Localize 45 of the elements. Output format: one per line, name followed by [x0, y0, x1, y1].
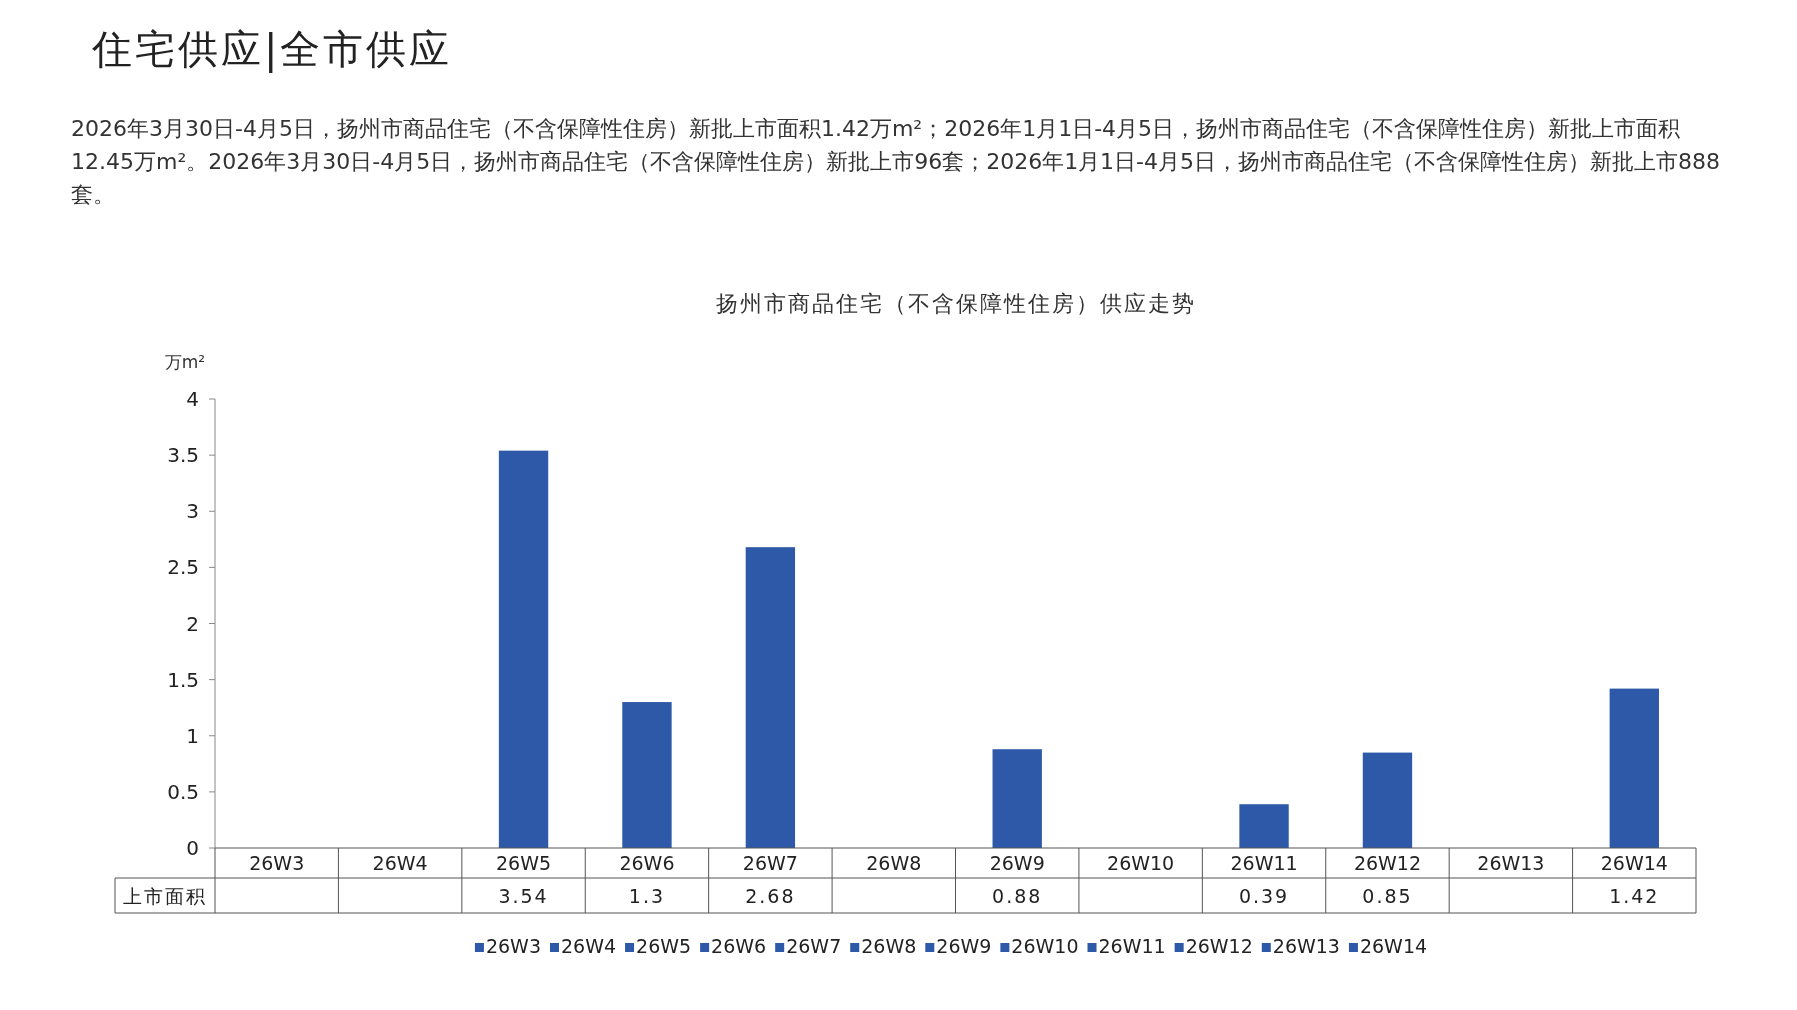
y-axis-title: 万m²: [164, 352, 206, 372]
y-tick-label: 1.5: [167, 667, 199, 692]
x-tick-label: 26W3: [249, 852, 305, 874]
x-tick-label: 26W12: [1353, 852, 1422, 874]
category-label: 26W13: [1272, 935, 1340, 957]
x-tick-label: 26W6: [619, 852, 675, 874]
x-tick-label: 26W8: [866, 852, 922, 874]
category-label: 26W9: [936, 935, 992, 957]
category-label: 26W4: [560, 935, 617, 957]
category-label: 26W10: [1011, 935, 1079, 957]
data-label: 1.3: [628, 885, 666, 907]
x-tick-label: 26W11: [1230, 852, 1298, 874]
y-tick-label: 0: [186, 836, 199, 860]
data-label: 3.54: [498, 885, 549, 907]
x-tick-label: 26W4: [372, 852, 428, 874]
y-tick-label: 4: [186, 387, 199, 411]
x-tick-label: 26W10: [1107, 852, 1175, 874]
category-label: 26W7: [786, 935, 842, 957]
y-tick-label: 0.5: [167, 779, 199, 804]
category-label: 26W12: [1185, 935, 1253, 957]
x-tick-label: 26W14: [1600, 852, 1668, 874]
data-label: 1.42: [1609, 885, 1660, 907]
y-tick-label: 2.5: [167, 555, 199, 580]
category-label: 26W6: [711, 935, 767, 957]
category-label: 26W14: [1359, 935, 1428, 957]
category-label: 26W5: [636, 935, 692, 957]
text: 住宅供应|全市供应: [92, 25, 453, 75]
y-tick-label: 3.5: [167, 443, 199, 468]
y-tick-label: 3: [186, 499, 199, 524]
x-tick-label: 26W5: [496, 852, 552, 874]
chart-title: 扬州市商品住宅（不含保障性住房）供应走势: [715, 291, 1196, 316]
text: 上市面积: [123, 885, 207, 907]
data-label: 0.88: [992, 885, 1043, 907]
data-label: 0.39: [1238, 885, 1290, 907]
y-tick-label: 1: [186, 723, 199, 748]
y-tick-label: 2: [186, 611, 199, 636]
category-label: 26W3: [485, 935, 541, 957]
text: 2026年3月30日-4月5日，扬州市商品住宅（不含保障性住房）新批上市面积1.42万m²；2026年1月1日-4月5日，扬州市商品住宅（不含保障性住房）新批上市面积12.45万m²。2026年3月30日-4月5日，扬州市商品住宅（不含保障性住房）新批上市96套；2026年1月1日-4月5日，扬州市商品住宅（不含保障性住房）新批上市888套。: [71, 115, 1722, 209]
category-label: 26W11: [1098, 935, 1166, 957]
data-label: 2.68: [745, 885, 796, 907]
category-label: 26W8: [861, 935, 917, 957]
x-tick-label: 26W9: [989, 852, 1045, 874]
x-tick-label: 26W13: [1477, 852, 1545, 874]
x-tick-label: 26W7: [742, 852, 798, 874]
data-label: 0.85: [1362, 885, 1413, 907]
